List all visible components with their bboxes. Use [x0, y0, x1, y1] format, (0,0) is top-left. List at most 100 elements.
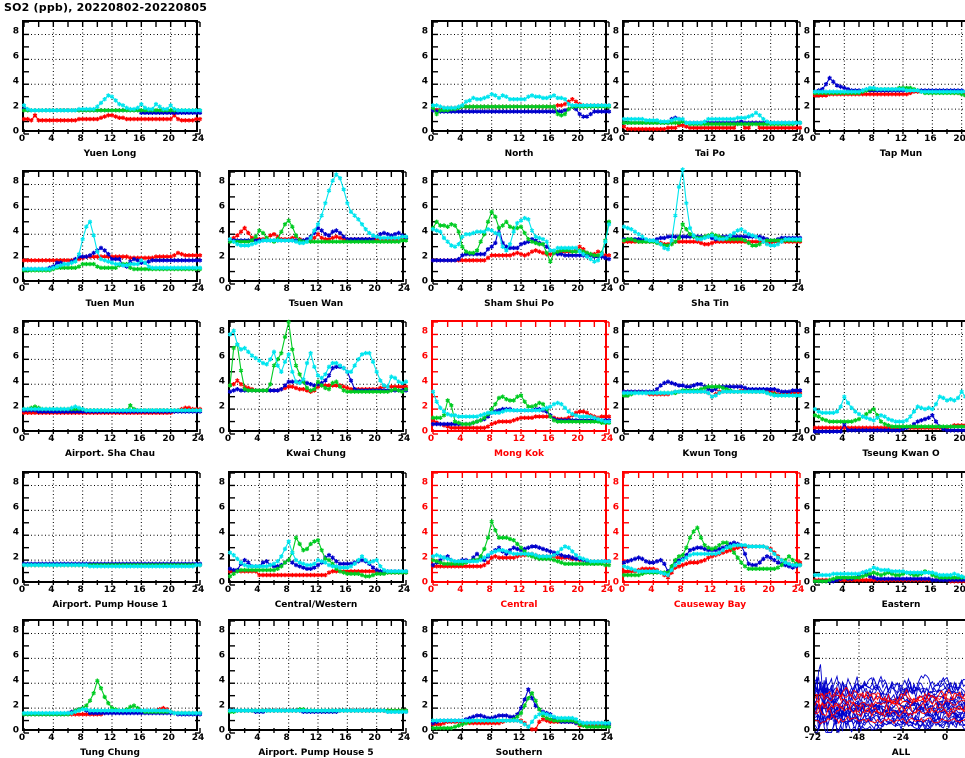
- x-axis-tick-label: 20: [762, 585, 775, 595]
- y-axis-tick-label: 8: [12, 625, 19, 636]
- panel-station-label: Kwun Tong: [682, 449, 738, 459]
- x-axis-tick-label: 20: [162, 434, 175, 444]
- series-markers-cyan: [21, 707, 203, 716]
- chart-panel-airport-sha-chau: 0 2 4 6 8 0 4 8 12 16 20 24 Airport. Sha Chau: [13, 320, 204, 459]
- chart-panel-airport-pump-house-1: 0 2 4 6 8 0 4 8 12 16 20 24 Airport. Pump House 1: [13, 471, 204, 610]
- all-series-trace: [814, 698, 965, 717]
- panel-station-label: Causeway Bay: [673, 600, 747, 610]
- chart-panel-mong-kok: 0 2 4 6 8 0 4 8 12 16 20 24 Mong Kok: [422, 320, 613, 459]
- x-axis-tick-label: 8: [868, 585, 875, 595]
- series-markers-cyan: [227, 539, 409, 574]
- x-axis-tick-label: 20: [368, 733, 381, 743]
- x-axis-tick-label: 12: [309, 733, 323, 743]
- x-axis-tick-label: 4: [648, 434, 655, 444]
- x-axis-tick-label: 0: [427, 134, 435, 144]
- plot-area: [430, 320, 612, 435]
- x-axis-tick-label: 16: [542, 134, 555, 144]
- y-axis-tick-label: 8: [421, 477, 428, 488]
- x-axis-tick-label: 12: [894, 585, 908, 595]
- plot-area: [430, 619, 612, 734]
- y-axis-tick-label: 0: [421, 725, 428, 736]
- y-axis-tick-label: 8: [12, 477, 19, 488]
- plot-area: [227, 170, 409, 285]
- x-axis-tick-label: 4: [48, 434, 55, 444]
- x-axis-tick-label: 24: [600, 585, 614, 595]
- series-markers-cyan: [227, 708, 409, 715]
- x-axis-tick-label: 16: [339, 434, 352, 444]
- series-markers-cyan: [430, 215, 612, 264]
- y-axis-tick-label: 2: [803, 101, 810, 112]
- y-axis-tick-label: 2: [612, 401, 619, 412]
- plot-canvas: [430, 472, 612, 586]
- x-axis-tick-label: 20: [953, 134, 965, 144]
- plot-canvas: [621, 167, 803, 285]
- y-axis-tick-label: 8: [218, 477, 225, 488]
- y-axis-tick-label: 6: [612, 351, 619, 362]
- x-axis-tick-label: 12: [703, 585, 717, 595]
- x-axis-tick-label: 8: [283, 733, 290, 743]
- chart-panel-tung-chung: 0 2 4 6 8 0 4 8 12 16 20 24 Tung Chung: [13, 619, 204, 758]
- plot-canvas: [227, 620, 409, 734]
- y-axis-tick-label: 2: [218, 251, 225, 262]
- x-axis-tick-label: 0: [427, 733, 435, 743]
- y-axis-tick-label: 4: [803, 376, 810, 387]
- x-axis-tick-label: 12: [703, 134, 717, 144]
- plot-area: [812, 471, 965, 586]
- y-axis-tick-label: 6: [12, 351, 19, 362]
- x-axis-tick-label: 4: [648, 284, 655, 294]
- x-axis-tick-label: 20: [571, 434, 584, 444]
- y-axis-tick-label: 4: [803, 675, 810, 686]
- panel-station-label: Airport. Pump House 1: [52, 600, 168, 610]
- y-axis-tick-label: 8: [12, 326, 19, 337]
- y-axis-tick-label: 8: [218, 625, 225, 636]
- y-axis-tick-label: 2: [12, 401, 19, 412]
- x-axis-tick-label: 24: [791, 284, 805, 294]
- x-axis-tick-label: 24: [191, 585, 205, 595]
- x-axis-tick-label: 0: [18, 134, 26, 144]
- x-axis-tick-label: 8: [77, 134, 84, 144]
- panel-station-label: North: [504, 149, 534, 159]
- x-axis-tick-label: 16: [924, 585, 937, 595]
- all-series-trace: [814, 698, 965, 710]
- y-axis-tick-label: 0: [218, 276, 225, 287]
- panel-station-label: Tung Chung: [80, 748, 140, 758]
- x-axis-tick-label: 12: [894, 434, 908, 444]
- y-axis-tick-label: 8: [218, 176, 225, 187]
- series-markers-cyan: [21, 562, 203, 569]
- y-axis-tick-label: 8: [612, 477, 619, 488]
- y-axis-tick-label: 2: [218, 552, 225, 563]
- x-axis-tick-label: 16: [542, 284, 555, 294]
- panel-station-label: Central: [500, 600, 538, 610]
- y-axis-tick-label: 8: [421, 625, 428, 636]
- y-axis-tick-label: 2: [421, 401, 428, 412]
- y-axis-tick-label: 6: [12, 502, 19, 513]
- y-axis-tick-label: 8: [421, 26, 428, 37]
- x-axis-tick-label: 4: [839, 434, 846, 444]
- chart-panel-tap-mun: 0246804812162024Tap Mun: [804, 20, 965, 159]
- x-axis-tick-label: 8: [486, 733, 493, 743]
- panel-station-label: Tseung Kwan O: [862, 449, 940, 459]
- x-axis-tick-label: 0: [18, 733, 26, 743]
- x-axis-tick-label: 4: [457, 284, 464, 294]
- y-axis-tick-label: 6: [612, 502, 619, 513]
- plot-canvas: [227, 171, 409, 285]
- x-axis-tick-label: 0: [427, 284, 435, 294]
- x-axis-tick-label: 24: [191, 134, 205, 144]
- y-axis-tick-label: 4: [612, 76, 619, 87]
- series-markers-green: [430, 393, 612, 427]
- series-markers-cyan: [621, 542, 803, 578]
- y-axis-tick-label: 0: [218, 426, 225, 437]
- plot-area: [812, 320, 965, 435]
- plot-area: [21, 20, 203, 135]
- series-markers-blue: [812, 413, 965, 434]
- series-markers-cyan: [621, 389, 803, 399]
- all-series-trace: [814, 664, 965, 713]
- series-markers-cyan: [621, 110, 803, 125]
- y-axis-tick-label: 0: [421, 126, 428, 137]
- panel-station-label: Tap Mun: [879, 149, 923, 159]
- chart-panel-north: 0 2 4 6 8 0 4 8 12 16 20 24 North: [422, 20, 613, 159]
- x-axis-tick-label: 16: [924, 434, 937, 444]
- chart-panel-kwai-chung: 0 2 4 6 8 0 4 8 12 16 20 24 Kwai Chung: [219, 319, 410, 459]
- panel-station-label: Kwai Chung: [286, 449, 346, 459]
